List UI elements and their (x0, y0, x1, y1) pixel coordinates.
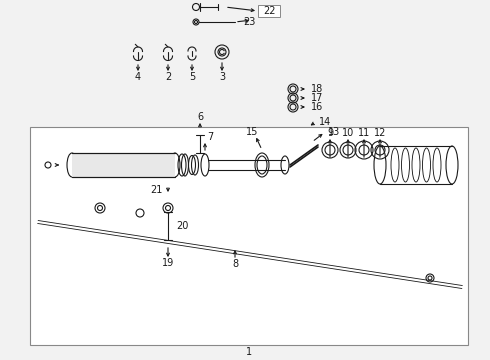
Text: 22: 22 (263, 6, 275, 16)
Text: 15: 15 (246, 127, 258, 137)
Text: 8: 8 (232, 259, 238, 269)
Text: 18: 18 (311, 84, 323, 94)
Text: 16: 16 (311, 102, 323, 112)
Text: 19: 19 (162, 258, 174, 268)
Bar (258, 5, 280, 17)
Text: 14: 14 (319, 117, 331, 127)
Text: 6: 6 (197, 112, 203, 122)
Text: 9: 9 (327, 128, 333, 138)
Text: 10: 10 (342, 128, 354, 138)
Text: 23: 23 (243, 17, 255, 27)
Text: 20: 20 (176, 221, 188, 231)
Bar (30, 127, 468, 345)
Text: 2: 2 (165, 72, 171, 82)
Text: 1: 1 (246, 347, 252, 357)
Text: 3: 3 (219, 72, 225, 82)
Text: 12: 12 (374, 128, 386, 138)
Text: 21: 21 (150, 185, 163, 195)
Text: 11: 11 (358, 128, 370, 138)
Bar (72, 153, 175, 177)
Text: 4: 4 (135, 72, 141, 82)
Text: 17: 17 (311, 93, 323, 103)
Text: 7: 7 (207, 132, 213, 142)
Text: 5: 5 (189, 72, 195, 82)
Text: 13: 13 (328, 127, 340, 137)
